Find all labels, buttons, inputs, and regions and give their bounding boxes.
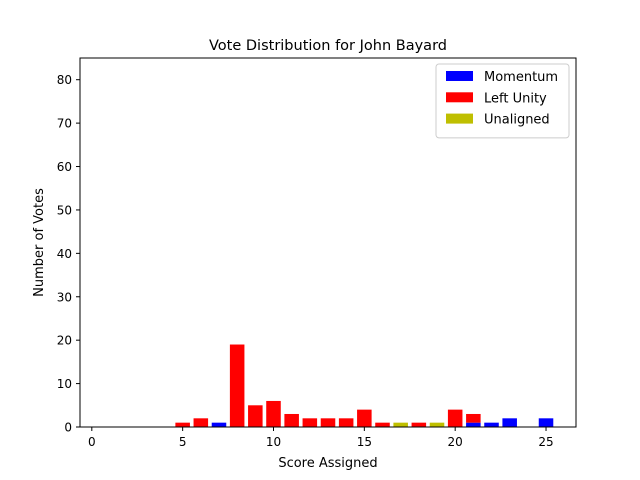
y-axis-label: Number of Votes bbox=[32, 188, 47, 297]
legend-label-unaligned: Unaligned bbox=[484, 113, 550, 128]
legend: Momentum Left Unity Unaligned bbox=[435, 63, 570, 139]
legend-label-left-unity: Left Unity bbox=[484, 91, 547, 106]
bar-momentum-7 bbox=[211, 422, 227, 427]
bar-left-unity-12 bbox=[302, 418, 318, 427]
legend-swatch-unaligned bbox=[446, 113, 473, 124]
y-tick-label: 0 bbox=[64, 421, 72, 435]
bars-layer bbox=[175, 344, 554, 427]
bar-left-unity-6 bbox=[193, 418, 209, 427]
bar-left-unity-14 bbox=[338, 418, 354, 427]
bar-left-unity-13 bbox=[320, 418, 336, 427]
bar-left-unity-9 bbox=[248, 405, 263, 427]
bar-left-unity-21 bbox=[466, 413, 481, 423]
bar-left-unity-8 bbox=[229, 344, 245, 427]
bar-unaligned-19 bbox=[429, 422, 445, 427]
y-tick-label: 20 bbox=[57, 334, 72, 348]
x-tick-label: 15 bbox=[357, 435, 372, 449]
legend-swatch-left-unity bbox=[446, 92, 473, 103]
bar-left-unity-5 bbox=[175, 422, 190, 427]
y-axis-ticks: 0 10 20 30 40 50 60 70 80 bbox=[57, 73, 80, 435]
x-axis-label: Score Assigned bbox=[278, 456, 377, 471]
y-tick-label: 40 bbox=[57, 247, 72, 261]
bar-left-unity-10 bbox=[266, 400, 281, 427]
bar-momentum-22 bbox=[484, 422, 499, 427]
bar-unaligned-17 bbox=[393, 422, 408, 427]
plot-frame bbox=[79, 57, 577, 428]
y-tick-label: 80 bbox=[57, 73, 72, 87]
bar-left-unity-18 bbox=[411, 422, 427, 427]
y-tick-label: 30 bbox=[57, 290, 72, 304]
bar-momentum-25 bbox=[538, 418, 554, 427]
bar-left-unity-15 bbox=[357, 409, 372, 427]
x-tick-label: 20 bbox=[448, 435, 463, 449]
legend-swatch-momentum bbox=[446, 71, 473, 81]
bar-momentum-21 bbox=[466, 422, 481, 427]
x-axis-ticks: 0 5 10 15 20 25 bbox=[88, 427, 554, 449]
y-tick-label: 70 bbox=[57, 117, 72, 131]
y-tick-label: 50 bbox=[57, 203, 72, 217]
bar-left-unity-16 bbox=[375, 422, 390, 427]
x-tick-label: 5 bbox=[179, 435, 187, 449]
chart-title: Vote Distribution for John Bayard bbox=[209, 38, 447, 54]
y-tick-label: 60 bbox=[57, 160, 72, 174]
bar-momentum-23 bbox=[502, 418, 517, 427]
bar-left-unity-11 bbox=[284, 413, 299, 427]
x-tick-label: 0 bbox=[88, 435, 96, 449]
bar-left-unity-20 bbox=[447, 409, 463, 427]
legend-label-momentum: Momentum bbox=[484, 70, 558, 85]
x-tick-label: 10 bbox=[266, 435, 281, 449]
x-tick-label: 25 bbox=[538, 435, 553, 449]
y-tick-label: 10 bbox=[57, 377, 72, 391]
